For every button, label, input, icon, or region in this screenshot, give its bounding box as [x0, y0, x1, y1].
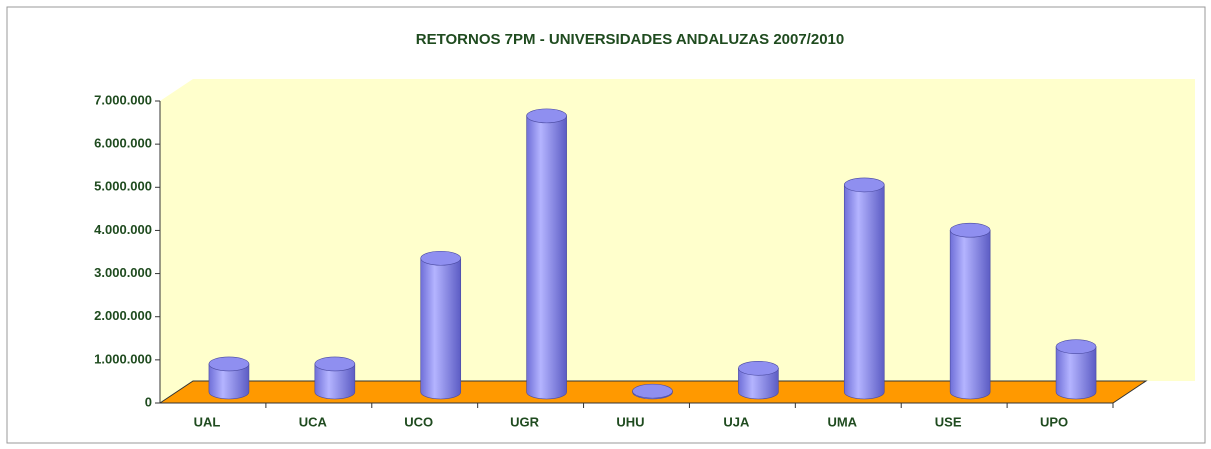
bar-body [208, 363, 250, 400]
x-tick-label: UMA [827, 414, 857, 429]
bar-body [949, 229, 991, 400]
bar [526, 108, 567, 400]
y-tick-label: 1.000.000 [94, 351, 152, 366]
x-tick-label: UAL [194, 414, 221, 429]
y-tick-label: 0 [145, 394, 152, 409]
y-tick-label: 5.000.000 [94, 179, 152, 194]
bar [949, 222, 991, 400]
chart-title: RETORNOS 7PM - UNIVERSIDADES ANDALUZAS 2… [416, 31, 844, 48]
bar [738, 360, 779, 400]
y-tick-label: 6.000.000 [94, 136, 152, 151]
x-tick-label: USE [935, 414, 962, 429]
x-tick-label: UCA [299, 414, 328, 429]
bar-top [949, 222, 991, 238]
bar [420, 250, 462, 400]
bar [632, 383, 673, 400]
bar-top [843, 177, 885, 193]
x-tick-label: UCO [404, 414, 433, 429]
x-tick-label: UGR [510, 414, 540, 429]
y-tick-label: 4.000.000 [94, 222, 152, 237]
bar [1055, 339, 1097, 400]
x-tick-label: UJA [723, 414, 750, 429]
bar-body [526, 115, 567, 400]
bar-top [738, 360, 779, 376]
bar-top [314, 356, 356, 372]
bar-body [843, 184, 885, 400]
bar [208, 356, 250, 400]
bar-top [1055, 339, 1097, 355]
back-wall [160, 79, 1195, 403]
y-tick-label: 2.000.000 [94, 308, 152, 323]
y-tick-label: 7.000.000 [94, 92, 152, 107]
bar-top [526, 108, 567, 124]
y-tick-label: 3.000.000 [94, 265, 152, 280]
x-tick-label: UHU [616, 414, 644, 429]
bar [314, 356, 356, 400]
bar-body [314, 363, 356, 400]
x-tick-label: UPO [1040, 414, 1068, 429]
bar-body [420, 257, 462, 400]
bar-top [208, 356, 250, 372]
bar-body [738, 367, 779, 400]
bar [843, 177, 885, 400]
bar-top [420, 250, 462, 266]
bar-body [1055, 346, 1097, 400]
bar-top [632, 383, 673, 399]
